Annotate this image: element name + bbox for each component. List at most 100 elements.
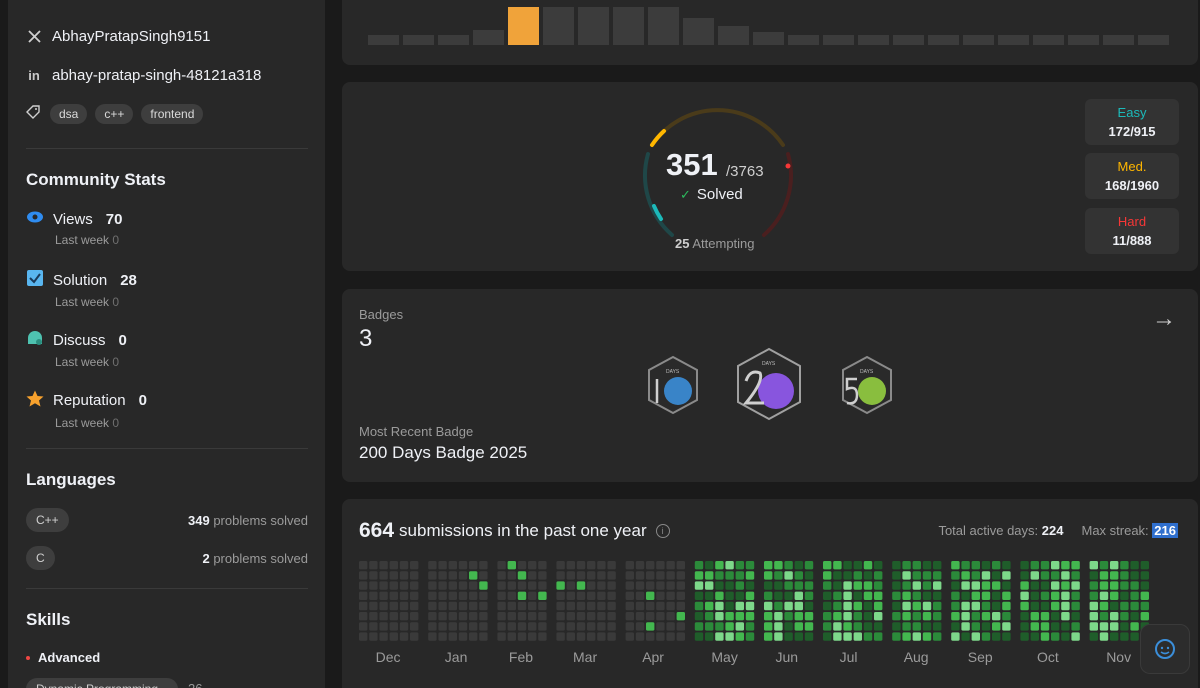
rating-bar	[963, 35, 994, 45]
heatmap-cell	[863, 561, 873, 570]
rating-bar	[403, 35, 434, 45]
heatmap-cell	[784, 632, 793, 641]
heatmap-cell	[646, 571, 655, 580]
skill-pill[interactable]: Dynamic Programming	[26, 678, 178, 688]
tag-cpp[interactable]: c++	[95, 104, 134, 124]
heatmap-cell	[794, 632, 803, 641]
rating-bar	[368, 35, 399, 45]
heatmap-cell	[556, 571, 565, 580]
heatmap-cell	[1040, 581, 1050, 590]
heatmap-cell	[587, 612, 596, 621]
divider	[26, 588, 308, 589]
heatmap-cell	[735, 601, 744, 611]
arrow-right-icon[interactable]: →	[1152, 305, 1176, 332]
difficulty-hard[interactable]: Hard 11/888	[1085, 208, 1179, 254]
heatmap-cell	[1002, 591, 1011, 600]
heatmap-cell	[369, 581, 378, 590]
heatmap-cell	[833, 601, 842, 611]
heatmap-cell	[507, 622, 516, 631]
heatmap-cell	[469, 632, 478, 641]
chat-support-button[interactable]	[1140, 624, 1190, 674]
tag-dsa[interactable]: dsa	[50, 104, 88, 124]
heatmap-cell	[656, 601, 665, 611]
rating-bar	[683, 18, 714, 45]
heatmap-cell	[843, 581, 852, 590]
heatmap-cell	[745, 581, 755, 590]
heatmap-cell	[705, 622, 714, 631]
heatmap-cell	[597, 561, 606, 570]
month-label: Feb	[508, 649, 534, 665]
heatmap-cell	[1120, 632, 1129, 641]
heatmap-cell	[843, 601, 852, 611]
heatmap-cell	[635, 632, 645, 641]
heatmap-cell	[458, 581, 468, 590]
heatmap-cell	[676, 622, 685, 631]
language-pill[interactable]: C++	[26, 508, 69, 532]
badge-100-days[interactable]: DAYS	[645, 355, 701, 415]
heatmap-cell	[804, 561, 814, 570]
heatmap-cell	[1002, 581, 1011, 590]
heatmap-cell	[379, 632, 388, 641]
heatmap-cell	[597, 571, 606, 580]
heatmap-cell	[843, 571, 852, 580]
heatmap-cell	[676, 561, 685, 570]
languages-title: Languages	[26, 470, 116, 489]
heatmap-cell	[469, 591, 478, 600]
heatmap-cell	[428, 591, 437, 600]
tag-frontend[interactable]: frontend	[141, 104, 204, 124]
heatmap-cell	[1099, 601, 1109, 611]
rating-bar	[928, 35, 959, 45]
heatmap-cell	[971, 622, 980, 631]
heatmap-cell	[438, 601, 447, 611]
heatmap-cell	[576, 591, 586, 600]
heatmap-cell	[666, 581, 675, 590]
heatmap-cell	[458, 591, 468, 600]
heatmap-cell	[764, 601, 773, 611]
info-icon[interactable]: i	[655, 524, 670, 538]
heatmap-cell	[438, 622, 447, 631]
difficulty-easy[interactable]: Easy 172/915	[1085, 99, 1179, 145]
total-problems: /3763	[726, 163, 764, 180]
difficulty-medium[interactable]: Med. 168/1960	[1085, 153, 1179, 199]
linkedin-profile-link[interactable]: in abhay-pratap-singh-48121a318	[26, 67, 261, 84]
badge-200-days[interactable]: DAYS	[734, 347, 804, 421]
month-label: Jun	[775, 649, 799, 665]
heatmap-cell	[359, 632, 368, 641]
heatmap-cell	[705, 601, 714, 611]
heatmap-cell	[902, 601, 911, 611]
heatmap-cell	[646, 591, 655, 600]
heatmap-cell	[1020, 591, 1029, 600]
heatmap-cell	[1051, 601, 1060, 611]
language-pill[interactable]: C	[26, 546, 55, 570]
heatmap-cell	[389, 561, 398, 570]
heatmap-cell	[745, 561, 755, 570]
heatmap-cell	[1110, 632, 1119, 641]
heatmap-cell	[410, 581, 419, 590]
heatmap-cell	[1140, 571, 1149, 580]
heatmap-cell	[1030, 581, 1039, 590]
badge-50-days[interactable]: DAYS	[839, 355, 895, 415]
heatmap-cell	[1099, 591, 1109, 600]
heatmap-cell	[725, 561, 734, 570]
heatmap-cell	[874, 581, 883, 590]
heatmap-cell	[556, 561, 565, 570]
heatmap-cell	[745, 622, 755, 631]
heatmap-cell	[961, 632, 970, 641]
heatmap-cell	[922, 632, 932, 641]
heatmap-cell	[804, 632, 814, 641]
heatmap-cell	[399, 571, 409, 580]
heatmap-cell	[538, 612, 547, 621]
heatmap-cell	[646, 581, 655, 590]
heatmap-cell	[656, 591, 665, 600]
heatmap-cell	[379, 601, 388, 611]
x-profile-link[interactable]: AbhayPratapSingh9151	[26, 28, 210, 45]
heatmap-cell	[715, 612, 724, 621]
heatmap-cell	[1130, 622, 1139, 631]
submission-heatmap	[359, 561, 1149, 641]
heatmap-cell	[764, 632, 773, 641]
heatmap-cell	[359, 591, 368, 600]
month-label: Jul	[839, 649, 858, 665]
heatmap-cell	[479, 571, 488, 580]
heatmap-cell	[1071, 561, 1080, 570]
heatmap-cell	[538, 591, 547, 600]
